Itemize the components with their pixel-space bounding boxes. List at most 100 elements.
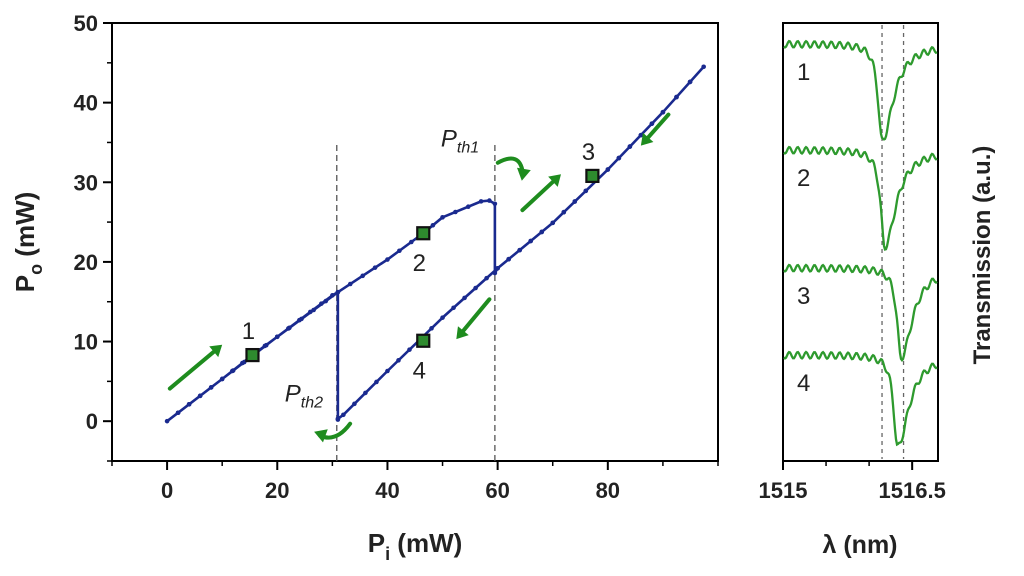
data-point <box>341 412 346 418</box>
x-tick-label: 0 <box>161 478 173 503</box>
curved-arrow <box>495 156 531 181</box>
data-point <box>197 393 203 399</box>
data-point <box>616 155 622 161</box>
main-axis-ticks: 0 20 40 60 80 0 10 20 30 40 50 <box>74 11 719 503</box>
data-point <box>164 418 170 424</box>
state-marker-4 <box>416 333 431 348</box>
spectrum-trace-3 <box>783 263 938 363</box>
data-point <box>335 416 341 422</box>
spectrum-x-tick-label: 1515 <box>759 478 808 503</box>
state-marker-2 <box>416 226 431 241</box>
data-point <box>335 289 341 295</box>
data-point <box>396 358 401 363</box>
data-point <box>374 379 379 385</box>
arrow-shaft <box>461 297 492 333</box>
direction-arrow <box>456 297 492 340</box>
data-point <box>240 360 245 366</box>
data-point <box>385 368 390 374</box>
data-point <box>492 201 498 207</box>
y-tick-label: 30 <box>74 170 98 195</box>
data-point <box>660 109 666 115</box>
direction-arrow <box>520 174 561 213</box>
arrow-head <box>640 132 654 146</box>
data-point <box>372 265 378 270</box>
main-y-axis-label: Po (mW) <box>10 192 46 293</box>
curved-arrow <box>314 421 353 443</box>
x-tick-label: 20 <box>265 478 289 503</box>
data-point <box>219 376 225 382</box>
state-label-3: 3 <box>582 139 595 166</box>
data-point <box>319 301 324 306</box>
data-point <box>274 334 280 340</box>
spectrum-x-tick-label: 1516.5 <box>879 478 946 503</box>
curved-arrow-head <box>517 167 531 181</box>
arrow-head <box>456 326 469 340</box>
data-point <box>429 326 434 331</box>
data-point <box>229 368 235 374</box>
data-point <box>397 248 402 254</box>
data-point <box>487 198 492 203</box>
spectrum-label-4: 4 <box>797 370 810 397</box>
y-tick-label: 0 <box>86 409 98 434</box>
y-tick-label: 40 <box>74 91 98 116</box>
data-point <box>495 265 500 271</box>
data-point <box>473 285 478 291</box>
direction-arrow <box>167 344 223 391</box>
spectrum-y-axis-label: Transmission (a.u.) <box>969 146 996 365</box>
data-point <box>407 347 412 352</box>
data-point <box>363 390 368 396</box>
data-point <box>323 298 329 304</box>
spectrum-label-1: 1 <box>797 59 810 86</box>
spectrum-plot-frame <box>782 22 939 462</box>
data-point <box>605 167 611 172</box>
arrow-shaft <box>167 349 216 391</box>
data-point <box>347 281 353 287</box>
hysteresis-line <box>166 65 705 423</box>
data-point <box>430 222 436 228</box>
spectrum-trace-4 <box>783 350 938 447</box>
data-point <box>572 199 578 204</box>
arrow-shaft <box>520 179 555 213</box>
data-point <box>311 307 316 313</box>
hysteresis-series <box>164 64 706 424</box>
data-point <box>550 220 556 226</box>
data-point <box>287 325 292 331</box>
data-point <box>385 257 390 262</box>
threshold-lines <box>336 142 496 461</box>
data-point <box>484 275 489 281</box>
data-point <box>451 305 456 311</box>
data-point <box>262 343 268 349</box>
state-label-2: 2 <box>413 250 426 277</box>
data-point <box>409 239 414 245</box>
data-point <box>687 79 693 85</box>
direction-arrow <box>640 112 671 146</box>
arrow-shaft <box>646 112 671 140</box>
data-point <box>453 209 458 215</box>
state-label-4: 4 <box>413 358 426 385</box>
spectrum-traces: 1 2 3 4 <box>783 39 938 447</box>
data-point <box>627 144 633 149</box>
data-point <box>649 121 655 126</box>
main-plot-frame <box>111 22 719 462</box>
main-chart: 0 20 40 60 80 0 10 20 30 40 50 1 2 3 4 Pth1 Pth2 Pi (m… <box>10 11 719 564</box>
direction-arrows <box>167 112 671 443</box>
arrow-head <box>209 344 223 358</box>
data-point <box>360 273 365 279</box>
data-point <box>465 204 471 209</box>
data-point <box>330 293 335 298</box>
threshold-labels: Pth1 Pth2 <box>285 125 479 411</box>
curved-arrow-head <box>314 429 328 443</box>
threshold-label-th1: Pth1 <box>441 125 479 156</box>
spectrum-trace-1 <box>783 39 938 141</box>
data-point <box>352 401 357 407</box>
spectrum-axis-ticks: 1515 1516.5 <box>759 461 946 503</box>
data-point <box>701 64 706 70</box>
data-point <box>561 209 567 215</box>
threshold-label-th2: Pth2 <box>285 380 323 411</box>
data-point <box>539 229 545 235</box>
data-point <box>440 315 445 320</box>
arrow-head <box>548 174 561 187</box>
y-tick-label: 20 <box>74 250 98 275</box>
spectrum-label-2: 2 <box>797 165 810 192</box>
